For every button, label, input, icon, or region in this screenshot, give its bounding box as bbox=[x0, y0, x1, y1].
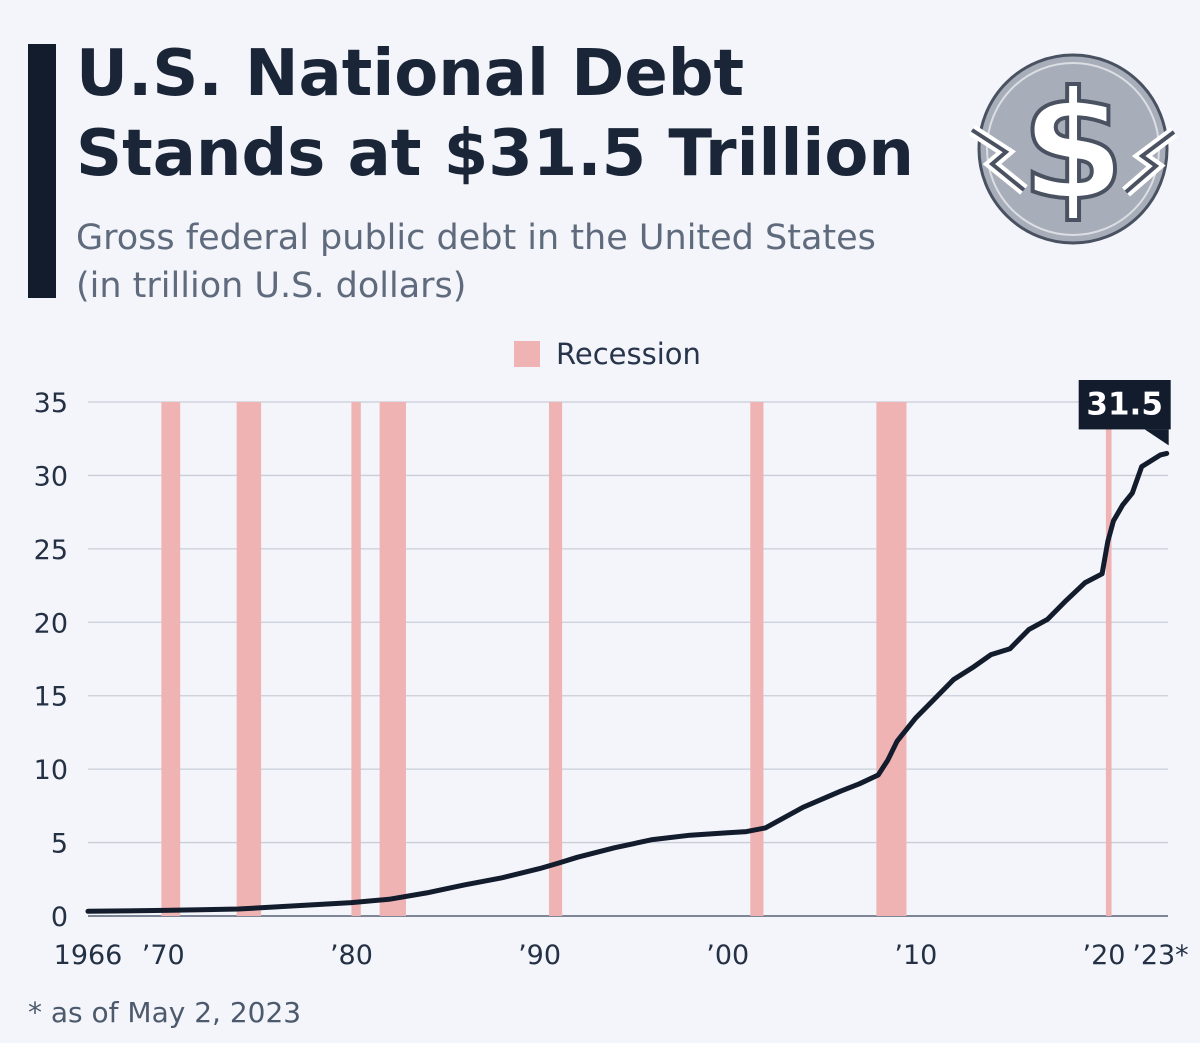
chart-subtitle: Gross federal public debt in the United … bbox=[76, 214, 976, 310]
recession-band-4 bbox=[379, 402, 406, 916]
debt-line-chart: 0 5 10 15 20 25 30 35 1966 ’70 ’80 ’90 ’00 ’10 ’20’23… bbox=[34, 380, 1189, 971]
title-line-1: U.S. National Debt bbox=[76, 37, 745, 111]
subtitle-line-2: (in trillion U.S. dollars) bbox=[76, 266, 467, 306]
y-tick-label-35: 35 bbox=[34, 388, 68, 419]
title-accent-bar bbox=[28, 44, 56, 298]
x-tick-label-2023: ’23* bbox=[1132, 940, 1188, 971]
x-tick-label-2010: ’10 bbox=[894, 940, 937, 971]
recession-legend-label: Recession bbox=[556, 337, 701, 371]
recession-band-6 bbox=[750, 402, 764, 916]
y-tick-label-10: 10 bbox=[34, 755, 68, 786]
subtitle-line-1: Gross federal public debt in the United … bbox=[76, 218, 876, 258]
latest-value-callout-box bbox=[1078, 380, 1171, 430]
y-tick-label-25: 25 bbox=[34, 535, 68, 566]
recession-band-3 bbox=[351, 402, 361, 916]
y-tick-label-5: 5 bbox=[51, 829, 68, 860]
chart-legend: Recession bbox=[514, 334, 701, 374]
recession-band-8 bbox=[1105, 402, 1112, 916]
latest-value-callout-pointer bbox=[1144, 429, 1169, 446]
x-tick-label-2000: ’00 bbox=[706, 940, 749, 971]
x-tick-label-1966: 1966 bbox=[54, 940, 123, 971]
recession-band-1 bbox=[161, 402, 181, 916]
recession-band-2 bbox=[236, 402, 262, 916]
y-tick-label-15: 15 bbox=[34, 682, 68, 713]
title-line-2: Stands at $31.5 Trillion bbox=[76, 117, 914, 191]
y-tick-label-0: 0 bbox=[51, 902, 68, 933]
y-tick-label-20: 20 bbox=[34, 608, 68, 639]
svg-text:$: $ bbox=[1021, 60, 1125, 234]
x-tick-label-1970: ’70 bbox=[142, 940, 185, 971]
dollar-sign-icon: $ bbox=[968, 53, 1178, 245]
latest-value-callout-label: 31.5 bbox=[1086, 386, 1163, 422]
footnote: * as of May 2, 2023 bbox=[28, 996, 302, 1029]
recession-band-7 bbox=[876, 402, 907, 916]
x-tick-label-2020: ’20 bbox=[1083, 940, 1126, 971]
debt-series-line bbox=[85, 450, 1170, 914]
y-tick-label-30: 30 bbox=[34, 461, 68, 492]
x-tick-label-1980: ’80 bbox=[330, 940, 373, 971]
recession-band-5 bbox=[548, 402, 563, 916]
recession-legend-swatch bbox=[514, 341, 540, 367]
chart-title: U.S. National Debt Stands at $31.5 Trill… bbox=[76, 34, 956, 194]
x-tick-label-1990: ’90 bbox=[518, 940, 561, 971]
